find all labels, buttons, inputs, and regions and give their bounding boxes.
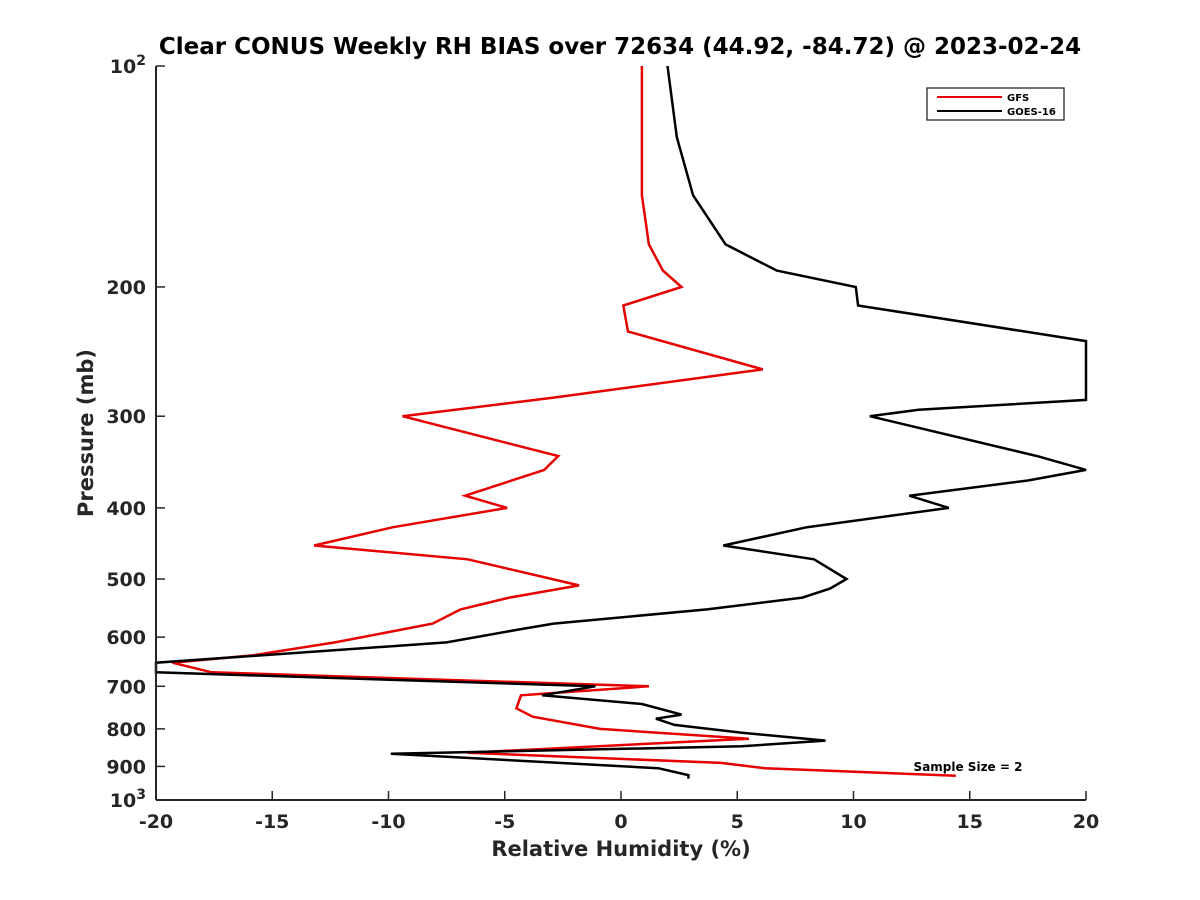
y-axis-label: Pressure (mb) bbox=[74, 349, 98, 517]
y-tick-label: 300 bbox=[106, 406, 146, 428]
series-line-gfs bbox=[172, 66, 956, 778]
x-tick-label: 15 bbox=[957, 811, 983, 833]
x-tick-label: 0 bbox=[614, 811, 627, 833]
x-tick-label: 10 bbox=[840, 811, 866, 833]
legend-label-goes16: GOES-16 bbox=[1007, 107, 1056, 118]
y-tick-label: 400 bbox=[106, 498, 146, 520]
y-tick-label: 700 bbox=[106, 676, 146, 698]
y-tick-label: 200 bbox=[106, 277, 146, 299]
y-tick-label: 102 bbox=[110, 53, 146, 78]
y-tick-label: 500 bbox=[106, 569, 146, 591]
y-tick-label: 900 bbox=[106, 756, 146, 778]
y-tick-label: 800 bbox=[106, 719, 146, 741]
chart-title: Clear CONUS Weekly RH BIAS over 72634 (4… bbox=[159, 34, 1081, 60]
x-tick-label: -20 bbox=[139, 811, 173, 833]
y-tick-label: 600 bbox=[106, 627, 146, 649]
y-tick-label: 103 bbox=[110, 787, 146, 812]
series-line-goes-16 bbox=[154, 65, 1088, 779]
x-tick-label: -10 bbox=[371, 811, 405, 833]
series-layer bbox=[154, 65, 1088, 779]
x-tick-label: 20 bbox=[1073, 811, 1099, 833]
x-tick-label: -15 bbox=[255, 811, 289, 833]
x-tick-label: 5 bbox=[731, 811, 744, 833]
legend-label-gfs: GFS bbox=[1007, 93, 1029, 104]
legend-box bbox=[926, 87, 1065, 121]
x-axis-label: Relative Humidity (%) bbox=[491, 837, 750, 861]
sample-size-annotation: Sample Size = 2 bbox=[914, 760, 1023, 774]
axis-ticks: -20 -15 -10 -5 0 5 10 15 20 102 200 300 400 500 600 700… bbox=[106, 53, 1099, 833]
legend: GFS GOES-16 bbox=[926, 87, 1065, 121]
plot-area bbox=[156, 66, 1086, 800]
x-tick-label: -5 bbox=[494, 811, 515, 833]
